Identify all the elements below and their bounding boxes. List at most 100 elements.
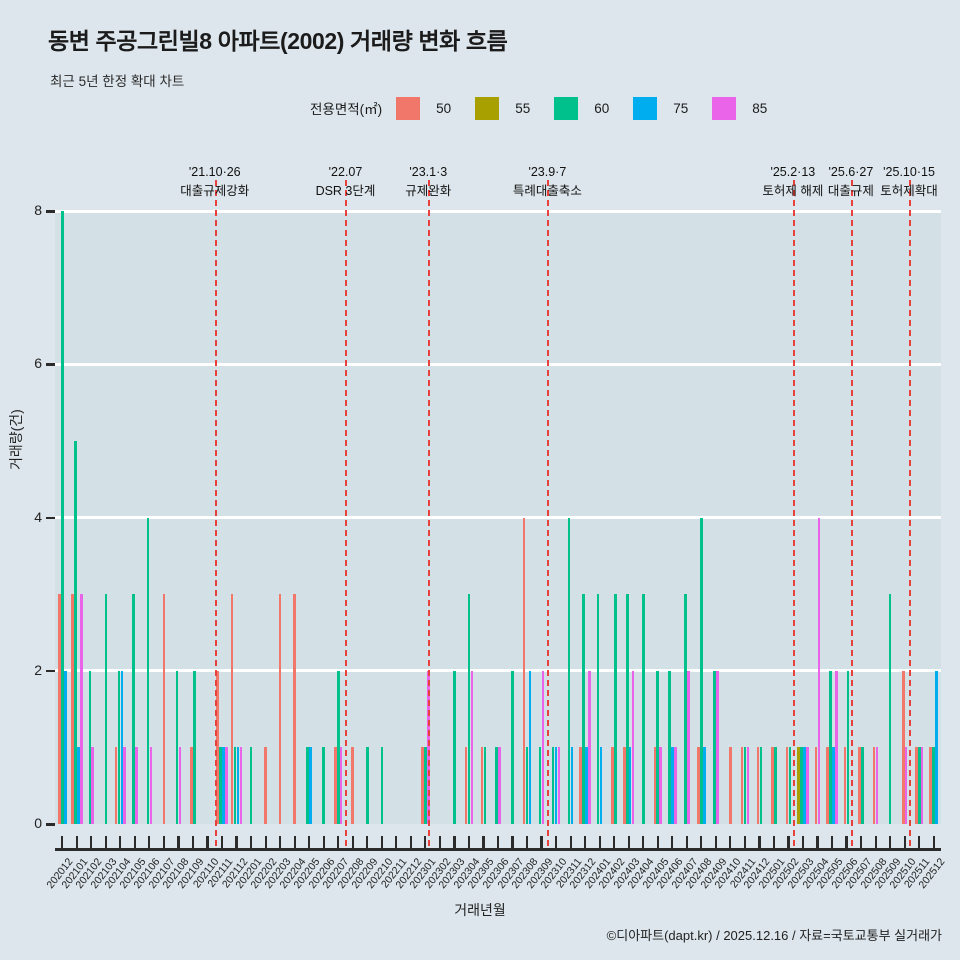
bar[interactable] bbox=[832, 747, 835, 824]
bar[interactable] bbox=[557, 747, 561, 824]
bar[interactable] bbox=[746, 747, 750, 824]
bar[interactable] bbox=[611, 747, 614, 824]
bar[interactable] bbox=[464, 747, 468, 824]
bar[interactable] bbox=[785, 747, 789, 824]
bar[interactable] bbox=[236, 747, 240, 824]
bar[interactable] bbox=[222, 747, 225, 824]
bar[interactable] bbox=[671, 747, 674, 824]
bar[interactable] bbox=[74, 440, 77, 824]
bar[interactable] bbox=[935, 670, 938, 824]
bar[interactable] bbox=[278, 594, 282, 824]
bar[interactable] bbox=[888, 594, 892, 824]
bar[interactable] bbox=[365, 747, 369, 824]
bar[interactable] bbox=[336, 670, 340, 824]
bar[interactable] bbox=[453, 670, 456, 824]
bar[interactable] bbox=[631, 670, 635, 824]
bar[interactable] bbox=[146, 517, 150, 824]
bar[interactable] bbox=[729, 747, 732, 824]
bar[interactable] bbox=[686, 670, 690, 824]
bar[interactable] bbox=[623, 747, 626, 824]
bar[interactable] bbox=[511, 670, 514, 824]
bar[interactable] bbox=[239, 747, 243, 824]
bar[interactable] bbox=[79, 594, 83, 824]
bar[interactable] bbox=[797, 747, 800, 824]
bar[interactable] bbox=[806, 747, 809, 824]
bar[interactable] bbox=[829, 670, 832, 824]
bar[interactable] bbox=[673, 747, 677, 824]
bar[interactable] bbox=[522, 517, 526, 824]
bar[interactable] bbox=[495, 747, 498, 824]
bar[interactable] bbox=[740, 747, 744, 824]
bar[interactable] bbox=[216, 670, 219, 824]
bar[interactable] bbox=[614, 594, 617, 824]
bar[interactable] bbox=[835, 670, 838, 824]
bar[interactable] bbox=[653, 747, 657, 824]
bar[interactable] bbox=[759, 747, 763, 824]
bar[interactable] bbox=[264, 747, 267, 824]
bar[interactable] bbox=[88, 670, 92, 824]
bar[interactable] bbox=[596, 594, 600, 824]
bar[interactable] bbox=[756, 747, 760, 824]
bar[interactable] bbox=[322, 747, 325, 824]
legend-item-75[interactable]: 75 bbox=[633, 96, 706, 120]
bar[interactable] bbox=[932, 747, 936, 824]
bar[interactable] bbox=[528, 670, 532, 824]
bar[interactable] bbox=[929, 747, 933, 824]
bar[interactable] bbox=[743, 747, 747, 824]
bar[interactable] bbox=[541, 670, 545, 824]
bar[interactable] bbox=[470, 670, 474, 824]
bar[interactable] bbox=[875, 747, 879, 824]
bar[interactable] bbox=[817, 517, 821, 824]
bar[interactable] bbox=[628, 747, 632, 824]
bar[interactable] bbox=[697, 747, 700, 824]
bar[interactable] bbox=[483, 747, 487, 824]
bar[interactable] bbox=[625, 594, 629, 824]
bar[interactable] bbox=[599, 747, 603, 824]
bar[interactable] bbox=[570, 747, 574, 824]
bar[interactable] bbox=[60, 211, 64, 824]
bar[interactable] bbox=[901, 670, 905, 824]
bar[interactable] bbox=[641, 594, 645, 824]
bar[interactable] bbox=[339, 747, 343, 824]
bar[interactable] bbox=[846, 670, 850, 824]
bar[interactable] bbox=[843, 747, 847, 824]
bar[interactable] bbox=[551, 747, 555, 824]
bar[interactable] bbox=[920, 747, 924, 824]
bar[interactable] bbox=[421, 747, 424, 824]
bar[interactable] bbox=[123, 747, 127, 824]
bar[interactable] bbox=[814, 747, 818, 824]
bar[interactable] bbox=[480, 747, 484, 824]
legend-item-50[interactable]: 50 bbox=[396, 96, 469, 120]
bar[interactable] bbox=[788, 747, 792, 824]
bar[interactable] bbox=[149, 747, 153, 824]
bar[interactable] bbox=[249, 747, 253, 824]
bar[interactable] bbox=[656, 670, 660, 824]
bar[interactable] bbox=[76, 747, 80, 824]
bar[interactable] bbox=[132, 594, 135, 824]
bar[interactable] bbox=[219, 747, 222, 824]
bar[interactable] bbox=[585, 747, 588, 824]
bar[interactable] bbox=[872, 747, 876, 824]
bar[interactable] bbox=[588, 670, 591, 824]
bar[interactable] bbox=[498, 747, 501, 824]
bar[interactable] bbox=[114, 747, 118, 824]
bar[interactable] bbox=[63, 670, 67, 824]
bar[interactable] bbox=[333, 747, 337, 824]
bar[interactable] bbox=[135, 747, 138, 824]
bar[interactable] bbox=[178, 747, 182, 824]
bar[interactable] bbox=[351, 747, 355, 824]
bar[interactable] bbox=[800, 747, 803, 824]
bar[interactable] bbox=[579, 747, 582, 824]
bar[interactable] bbox=[175, 670, 179, 824]
bar[interactable] bbox=[538, 747, 542, 824]
bar[interactable] bbox=[233, 747, 237, 824]
bar[interactable] bbox=[120, 670, 124, 824]
bar[interactable] bbox=[713, 670, 716, 824]
bar[interactable] bbox=[380, 747, 384, 824]
bar[interactable] bbox=[71, 594, 74, 824]
bar[interactable] bbox=[803, 747, 806, 824]
bar[interactable] bbox=[700, 517, 703, 824]
bar[interactable] bbox=[117, 670, 121, 824]
bar[interactable] bbox=[702, 747, 706, 824]
bar[interactable] bbox=[58, 594, 61, 824]
